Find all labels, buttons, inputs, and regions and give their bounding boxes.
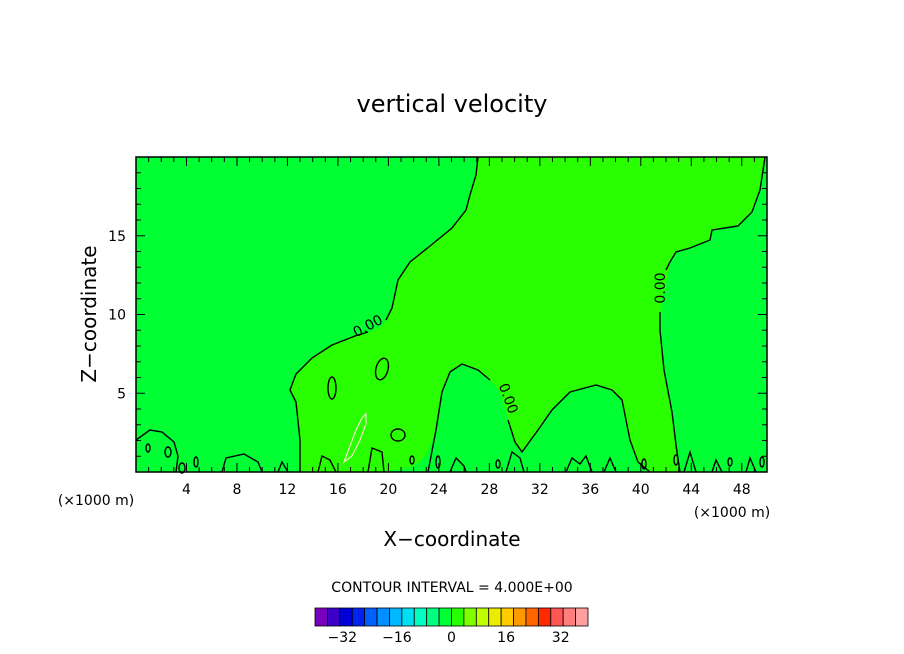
y-tick-label: 15 (108, 229, 126, 245)
colorbar-swatch (562, 607, 576, 627)
colorbar-swatch (413, 607, 428, 627)
x-tick-label: 44 (682, 482, 700, 498)
x-tick-label: 36 (581, 482, 599, 498)
x-tick-label: 48 (733, 482, 751, 498)
colorbar-swatch (513, 607, 527, 627)
colorbar-tick-label: −16 (382, 630, 412, 646)
colorbar-swatch (550, 607, 564, 627)
y-tick-label: 10 (108, 308, 126, 324)
colorbar-swatch (537, 607, 552, 627)
y-tick-label: 5 (117, 386, 126, 402)
colorbar-swatch (488, 607, 502, 627)
chart-title: vertical velocity (357, 90, 548, 118)
x-tick-label: 8 (232, 482, 241, 498)
colorbar (314, 607, 589, 627)
x-tick-label: 24 (430, 482, 448, 498)
zero-contour-dome (427, 363, 651, 473)
colorbar-swatch (575, 607, 589, 627)
colorbar-tick-label: 16 (497, 630, 515, 646)
colorbar-swatch (314, 607, 328, 627)
contour-label: 0.00 (653, 272, 669, 303)
zero-contour-right (659, 156, 766, 473)
colorbar-tick-label: −32 (328, 630, 358, 646)
contour-lines (135, 156, 766, 474)
x-tick-label: 32 (531, 482, 549, 498)
colorbar-swatch (376, 607, 390, 627)
colorbar-swatch (339, 607, 353, 627)
x-tick-label: 16 (329, 482, 347, 498)
colorbar-swatch (401, 607, 415, 627)
x-unit-left: (×1000 m) (58, 493, 134, 509)
x-tick-label: 12 (279, 482, 297, 498)
colorbar-swatch (500, 607, 514, 627)
colorbar-swatch (327, 607, 341, 627)
colorbar-swatch (426, 607, 440, 627)
x-tick-label: 4 (182, 482, 191, 498)
colorbar-swatch (438, 607, 452, 627)
colorbar-ticks: −32 −16 0 16 32 (328, 630, 570, 646)
zero-contour-left (289, 156, 479, 472)
x-axis-label: X−coordinate (383, 527, 520, 551)
contour-interval-text: CONTOUR INTERVAL = 4.000E+00 (331, 580, 572, 596)
colorbar-swatch (351, 607, 366, 627)
x-tick-label: 40 (632, 482, 650, 498)
x-unit-right: (×1000 m) (694, 505, 770, 521)
positive-velocity-region (290, 157, 765, 472)
colorbar-swatch (389, 607, 403, 627)
colorbar-swatch (525, 607, 539, 627)
x-tick-label: 20 (379, 482, 397, 498)
colorbar-tick-label: 32 (552, 630, 570, 646)
colorbar-swatch (463, 607, 477, 627)
colorbar-swatch (475, 607, 490, 627)
x-axis: 4 8 12 16 20 24 28 32 36 40 44 48 (148, 157, 755, 498)
y-axis-label: Z−coordinate (77, 245, 101, 382)
colorbar-swatch (364, 607, 378, 627)
x-tick-label: 28 (480, 482, 498, 498)
y-axis: 5 10 15 (108, 172, 767, 457)
positive-cell-contour (342, 412, 367, 464)
colorbar-tick-label: 0 (447, 630, 456, 646)
colorbar-swatch (451, 607, 465, 627)
